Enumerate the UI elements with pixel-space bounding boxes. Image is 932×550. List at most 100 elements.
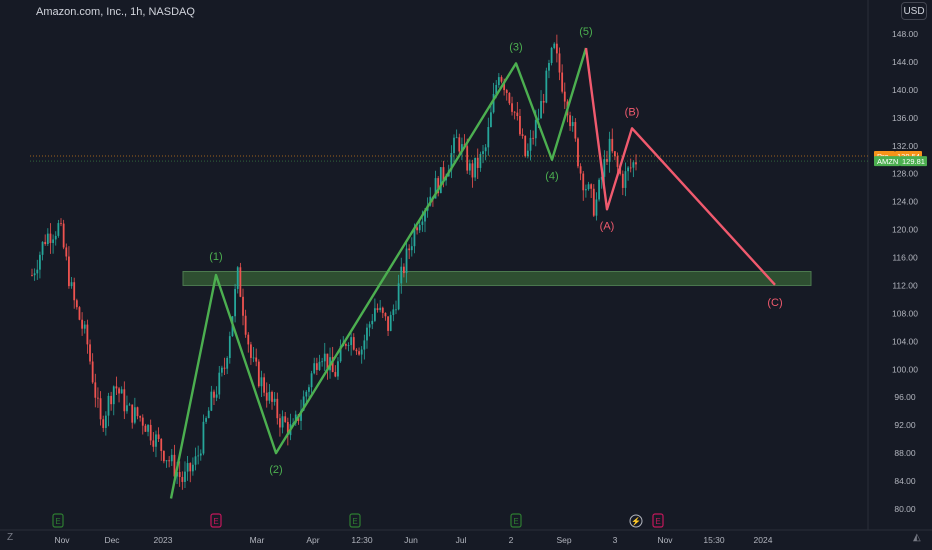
candle-body xyxy=(136,407,139,417)
candle-body xyxy=(408,248,411,251)
x-tick-label: 2024 xyxy=(754,535,773,545)
candle-body xyxy=(516,112,519,117)
candle-body xyxy=(215,394,218,398)
candle-body xyxy=(540,101,542,119)
candle-body xyxy=(371,320,374,325)
candle-body xyxy=(352,337,355,350)
candle-body xyxy=(542,101,545,103)
candle-body xyxy=(598,179,600,200)
candle-body xyxy=(97,397,99,399)
candle-body xyxy=(395,309,397,311)
candle-body xyxy=(197,455,200,457)
candle-body xyxy=(199,453,202,456)
candle-body xyxy=(202,421,205,454)
candle-body xyxy=(263,377,266,393)
candle-body xyxy=(629,167,632,169)
x-tick-label: 2 xyxy=(509,535,514,545)
y-tick-label: 84.00 xyxy=(894,476,916,486)
candle-body xyxy=(495,84,498,94)
candle-body xyxy=(149,424,152,441)
x-tick-label: Apr xyxy=(306,535,319,545)
candle-body xyxy=(366,327,368,341)
impulse-wave-line xyxy=(169,47,588,499)
candle-body xyxy=(286,421,289,436)
candle-body xyxy=(545,70,548,103)
tradingview-logo-icon: ◭ xyxy=(913,532,921,543)
y-tick-label: 120.00 xyxy=(892,225,918,235)
x-tick-label: Nov xyxy=(657,535,673,545)
candle-body xyxy=(112,386,115,405)
candle-body xyxy=(94,382,97,398)
y-tick-label: 140.00 xyxy=(892,85,918,95)
candle-body xyxy=(284,416,287,422)
candle-body xyxy=(624,171,627,188)
candle-body xyxy=(31,274,33,276)
candle-body xyxy=(210,391,213,411)
candle-body xyxy=(244,315,247,335)
candle-body xyxy=(476,157,479,168)
y-tick-label: 92.00 xyxy=(894,420,916,430)
candle-body xyxy=(83,324,86,329)
candle-body xyxy=(508,92,511,104)
candle-body xyxy=(41,241,44,255)
candle-body xyxy=(89,344,91,362)
candle-body xyxy=(236,267,239,289)
candle-body xyxy=(350,337,353,346)
candle-body xyxy=(86,324,89,345)
candle-body xyxy=(490,112,492,128)
y-tick-label: 88.00 xyxy=(894,448,916,458)
candle-body xyxy=(355,349,358,352)
candle-body xyxy=(550,47,553,63)
earnings-marker-label: E xyxy=(513,517,518,526)
candle-body xyxy=(584,189,587,191)
candle-body xyxy=(590,184,593,189)
candle-body xyxy=(434,178,437,199)
y-tick-label: 124.00 xyxy=(892,197,918,207)
candle-body xyxy=(587,184,590,190)
x-tick-label: Sep xyxy=(556,535,571,545)
candle-body xyxy=(360,349,363,355)
candle-body xyxy=(363,340,366,350)
candle-body xyxy=(234,288,236,317)
x-tick-label: Mar xyxy=(250,535,265,545)
candle-body xyxy=(455,137,458,139)
candle-body xyxy=(381,307,384,313)
candle-body xyxy=(276,398,279,419)
candle-body xyxy=(226,357,229,369)
candle-body xyxy=(213,391,215,398)
candle-body xyxy=(162,450,165,462)
candle-body xyxy=(115,386,118,389)
candle-body xyxy=(250,344,252,358)
candle-body xyxy=(218,372,221,395)
candle-body xyxy=(389,315,392,331)
candle-body xyxy=(611,138,614,152)
candle-body xyxy=(384,312,387,317)
candle-body xyxy=(577,138,579,167)
currency-button[interactable]: USD xyxy=(901,2,927,20)
candle-body xyxy=(57,223,60,236)
candle-body xyxy=(326,353,329,371)
y-tick-label: 116.00 xyxy=(892,253,918,263)
y-tick-label: 104.00 xyxy=(892,336,918,346)
candle-body xyxy=(437,178,440,194)
candle-body xyxy=(613,151,616,157)
earnings-marker-label: E xyxy=(55,517,60,526)
y-tick-label: 100.00 xyxy=(892,364,918,374)
candle-body xyxy=(337,361,339,377)
dividend-marker-icon xyxy=(629,514,643,528)
candle-body xyxy=(78,307,81,320)
candle-body xyxy=(165,460,168,462)
candle-body xyxy=(421,221,424,225)
earnings-marker-icon xyxy=(510,513,522,528)
candle-body xyxy=(173,454,176,477)
candle-body xyxy=(184,471,186,482)
candle-body xyxy=(120,389,123,394)
zoom-icon[interactable]: Z xyxy=(7,532,14,543)
x-tick-label: 15:30 xyxy=(703,535,725,545)
y-tick-label: 80.00 xyxy=(894,504,916,514)
candle-body xyxy=(532,137,535,139)
candle-body xyxy=(186,463,189,472)
candle-body xyxy=(376,308,379,311)
candle-body xyxy=(569,115,571,127)
